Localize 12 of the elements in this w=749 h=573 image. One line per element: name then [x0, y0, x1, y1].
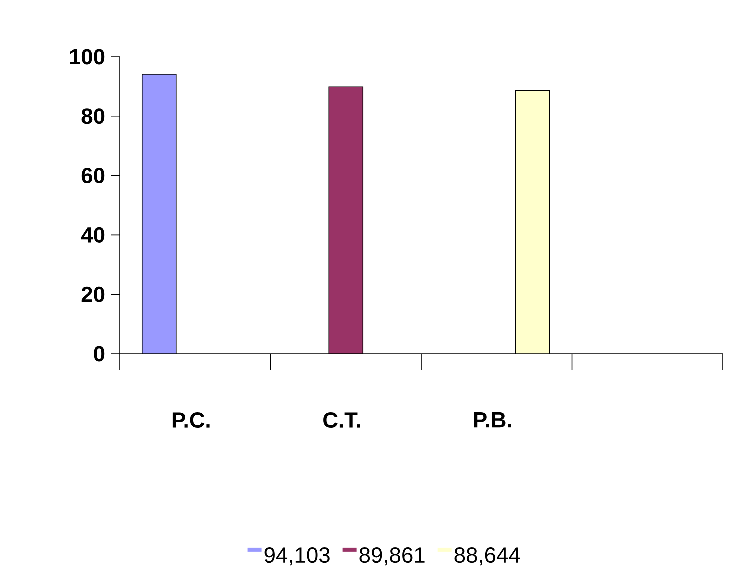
legend-label: 94,103	[264, 548, 330, 566]
x-tick-label: C.T.	[324, 412, 360, 428]
x-tick-label: P.C.	[172, 412, 210, 428]
y-tick-label: 100	[70, 49, 105, 65]
y-tick-label: 40	[81, 227, 105, 243]
x-tick-label: P.B.	[474, 412, 512, 428]
y-tick-label: 20	[82, 286, 105, 302]
legend-label: 88,644	[454, 548, 520, 566]
legend-label: 89,861	[360, 548, 425, 566]
y-tick-label: 60	[82, 168, 105, 184]
y-tick-label: 80	[82, 108, 105, 124]
y-tick-label: 0	[94, 346, 105, 362]
